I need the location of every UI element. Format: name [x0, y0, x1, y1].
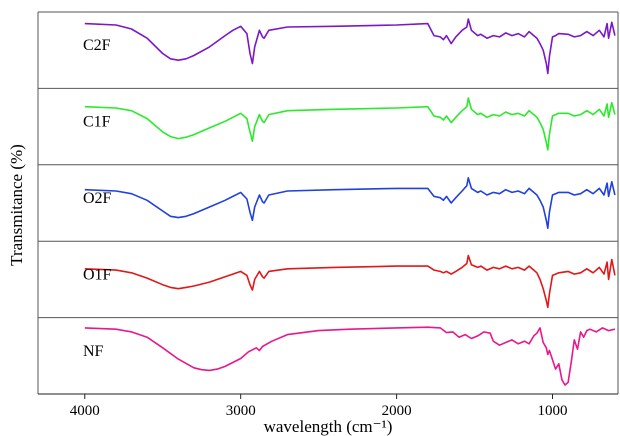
- series-lines: [84, 18, 616, 386]
- y-axis-label: Transmitance (%): [7, 144, 26, 266]
- x-axis-label: wavelength (cm⁻¹): [264, 417, 393, 436]
- series-label-c1f: C1F: [83, 114, 111, 131]
- series-label-o1f: O1F: [83, 266, 112, 283]
- series-labels: C2F C1F O2F O1F NF: [83, 37, 112, 360]
- series-label-o2f: O2F: [83, 190, 112, 207]
- x-tick-label-4000: 4000: [70, 403, 100, 419]
- series-line-o1f: [84, 254, 616, 309]
- x-tick-label-1000: 1000: [538, 403, 568, 419]
- series-label-nf: NF: [83, 343, 104, 360]
- series-line-c1f: [84, 97, 616, 151]
- x-tick-label-3000: 3000: [226, 403, 256, 419]
- x-axis: 4000 3000 2000 1000: [70, 394, 568, 419]
- series-line-nf: [84, 326, 616, 386]
- series-label-c2f: C2F: [83, 37, 111, 54]
- x-tick-label-2000: 2000: [382, 403, 412, 419]
- series-line-o2f: [84, 177, 616, 229]
- panels: [37, 11, 619, 395]
- series-line-c2f: [84, 18, 616, 75]
